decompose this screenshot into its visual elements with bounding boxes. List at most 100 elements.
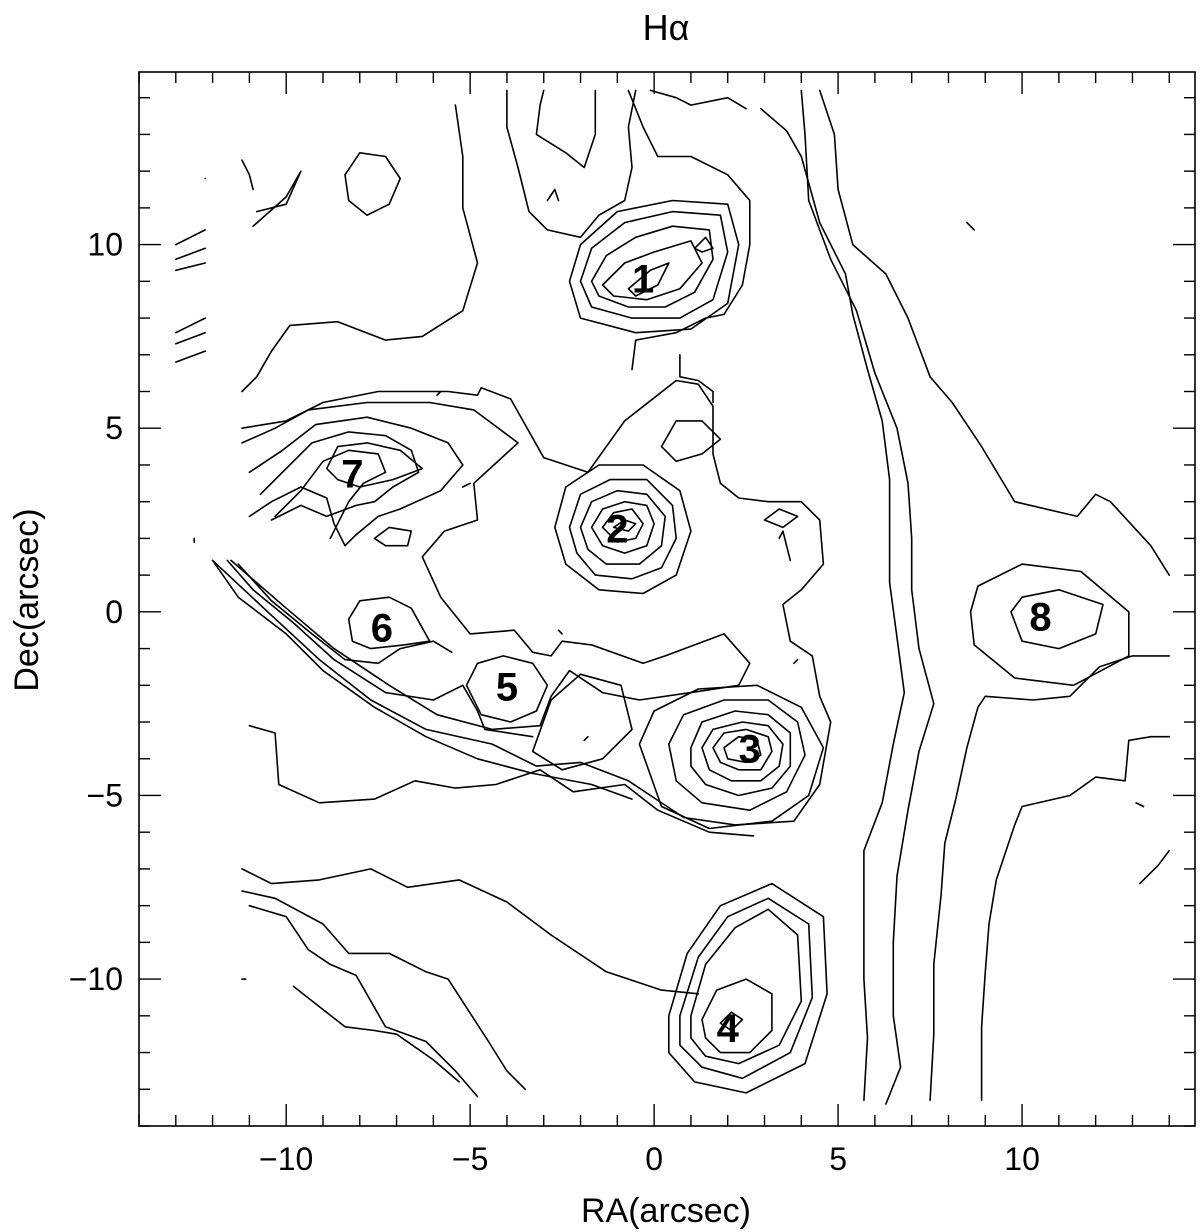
region-label-2: 2 xyxy=(606,507,628,551)
contour-line xyxy=(557,629,563,635)
contour-line xyxy=(175,350,206,363)
y-axis-label: Dec(arcsec) xyxy=(8,508,46,691)
contour-line xyxy=(712,728,773,771)
axis-tick-labels: −10 −5 0 5 10 −10 −5 0 5 10 xyxy=(69,227,1040,1177)
contour-line xyxy=(649,89,747,110)
contour-line xyxy=(590,225,714,308)
contour-line xyxy=(818,89,1170,576)
contour-line xyxy=(793,658,799,665)
contour-line xyxy=(211,379,832,826)
contour-line xyxy=(241,104,479,393)
contour-line xyxy=(693,236,714,253)
region-label-1: 1 xyxy=(632,258,654,302)
contour-line xyxy=(723,735,762,764)
contour-line xyxy=(465,655,549,723)
y-tick-label: 10 xyxy=(87,227,123,263)
contour-line xyxy=(679,897,814,1080)
x-tick-label: −5 xyxy=(452,1141,488,1177)
contour-line xyxy=(980,735,1170,1102)
contour-line xyxy=(461,482,471,488)
contour-line xyxy=(601,240,703,301)
contour-line xyxy=(966,221,976,231)
contour-line xyxy=(175,262,206,272)
contour-line xyxy=(929,655,1170,1102)
contour-line xyxy=(230,401,751,731)
contour-line xyxy=(248,724,755,837)
contour-line xyxy=(627,262,670,297)
contour-line xyxy=(259,431,420,521)
contour-line xyxy=(211,559,633,800)
contour-line xyxy=(568,478,678,580)
contour-line xyxy=(237,563,453,665)
contour-line xyxy=(667,882,828,1094)
contour-line xyxy=(241,159,254,191)
contour-line xyxy=(175,331,206,345)
region-label-4: 4 xyxy=(717,1007,740,1051)
y-tick-label: 0 xyxy=(105,594,123,630)
contour-line xyxy=(660,420,722,463)
contour-line xyxy=(667,699,806,812)
contour-line xyxy=(292,985,460,1083)
contour-line xyxy=(800,89,935,1105)
contour-line xyxy=(690,908,803,1065)
y-tick-label: −10 xyxy=(69,961,123,997)
contour-line xyxy=(590,500,655,554)
region-labels: 1 2 3 4 5 6 7 8 xyxy=(341,258,1051,1051)
contour-line xyxy=(248,904,479,1098)
contour-line xyxy=(612,519,637,532)
contour-line xyxy=(759,107,906,1102)
contour-line xyxy=(535,89,597,169)
contour-line xyxy=(241,868,700,995)
y-tick-label: −5 xyxy=(87,777,123,813)
x-tick-label: 5 xyxy=(829,1141,847,1177)
contour-line xyxy=(638,684,825,830)
contour-line xyxy=(175,247,206,261)
contour-line xyxy=(175,229,206,246)
contour-line xyxy=(436,390,442,397)
y-tick-label: 5 xyxy=(105,410,123,446)
contour-line xyxy=(531,673,633,771)
x-tick-label: 10 xyxy=(1004,1141,1040,1177)
contour-line xyxy=(679,353,714,404)
contour-line xyxy=(583,735,589,742)
contour-line xyxy=(506,89,637,239)
contour-line xyxy=(568,199,740,334)
contour-lines xyxy=(175,89,1170,1105)
contour-line xyxy=(344,152,402,216)
contour-line xyxy=(579,489,667,565)
contour-line xyxy=(546,188,560,202)
plot-frame xyxy=(138,71,1196,1127)
x-tick-label: 0 xyxy=(645,1141,663,1177)
chart-title: Hα xyxy=(643,7,690,48)
contour-line xyxy=(248,416,464,547)
contour-line xyxy=(763,508,799,529)
contour-line xyxy=(274,449,387,540)
region-label-5: 5 xyxy=(496,665,518,709)
contour-line xyxy=(241,890,527,1091)
contour-line xyxy=(373,526,413,547)
contour-line xyxy=(347,596,431,650)
contour-line xyxy=(1139,849,1170,885)
contour-line xyxy=(627,89,751,371)
x-tick-label: −10 xyxy=(259,1141,313,1177)
contour-line xyxy=(325,442,424,488)
x-axis-label: RA(arcsec) xyxy=(581,1192,751,1230)
contour-line xyxy=(701,978,773,1054)
contour-line xyxy=(579,210,729,319)
contour-line xyxy=(690,710,792,797)
contour-line xyxy=(778,530,792,562)
contour-line xyxy=(1135,801,1145,808)
axis-ticks xyxy=(138,72,1195,1127)
region-label-7: 7 xyxy=(341,452,363,496)
contour-line xyxy=(1010,588,1104,650)
contour-line xyxy=(175,317,206,334)
region-label-8: 8 xyxy=(1029,596,1051,640)
region-label-6: 6 xyxy=(371,607,393,651)
contour-line xyxy=(601,508,644,543)
contour-line xyxy=(701,721,784,782)
contour-line xyxy=(226,559,534,738)
contour-line xyxy=(252,170,302,227)
contour-line xyxy=(969,563,1130,687)
region-label-3: 3 xyxy=(739,728,761,772)
